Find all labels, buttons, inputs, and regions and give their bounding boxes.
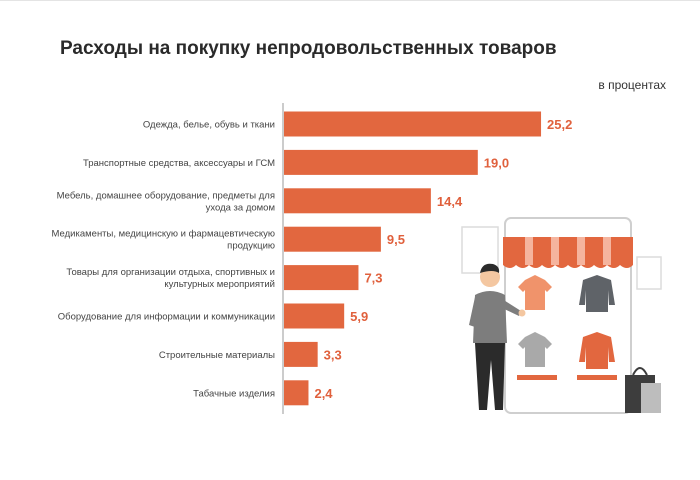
category-label: продукцию (227, 241, 275, 252)
value-label: 9,5 (387, 232, 405, 247)
person-head (480, 267, 500, 287)
category-label: Транспортные средства, аксессуары и ГСМ (83, 158, 275, 169)
bar (284, 380, 309, 406)
value-label: 14,4 (437, 194, 463, 209)
value-label: 25,2 (547, 117, 572, 132)
bar (284, 265, 359, 291)
sweater-icon (579, 332, 615, 369)
category-label: культурных мероприятий (164, 279, 275, 290)
category-label: Строительные материалы (159, 350, 275, 361)
unit-label: в процентах (598, 78, 666, 92)
bar (284, 303, 345, 329)
person-arm (469, 297, 480, 327)
person-shirt (473, 291, 507, 343)
value-label: 19,0 (484, 155, 509, 170)
awning-stripes (525, 237, 611, 265)
shopping-illustration (461, 217, 662, 414)
category-label: Табачные изделия (193, 388, 275, 399)
category-label: Оборудование для информации и коммуникац… (58, 312, 275, 323)
bar (284, 188, 431, 214)
person-hair (480, 263, 500, 273)
value-label: 3,3 (324, 347, 342, 362)
category-label: Товары для организации отдыха, спортивны… (66, 267, 275, 278)
shelf (517, 375, 557, 380)
category-label: Мебель, домашнее оборудование, предметы … (57, 190, 275, 201)
shopping-bag-icon (641, 383, 661, 413)
frame-decoration (636, 256, 662, 290)
value-label: 2,4 (314, 386, 333, 401)
store-awning (503, 237, 633, 268)
category-label: Одежда, белье, обувь и ткани (143, 120, 275, 131)
sweater-icon (579, 275, 615, 312)
bar (284, 226, 381, 252)
bar (284, 341, 318, 367)
top-divider (0, 0, 700, 1)
value-label: 5,9 (350, 309, 368, 324)
value-label: 7,3 (364, 271, 382, 286)
category-label: ухода за домом (206, 202, 275, 213)
shirt-icon (518, 332, 552, 367)
person-arm (500, 299, 521, 316)
bar (284, 149, 478, 175)
category-label: Медикаменты, медицинскую и фармацевтичес… (52, 229, 275, 240)
chart-title: Расходы на покупку непродовольственных т… (60, 38, 557, 59)
shelf (577, 375, 617, 380)
bar (284, 111, 542, 137)
person-hand (518, 309, 526, 317)
tshirt-icon (518, 275, 552, 310)
person-pants (475, 343, 505, 410)
